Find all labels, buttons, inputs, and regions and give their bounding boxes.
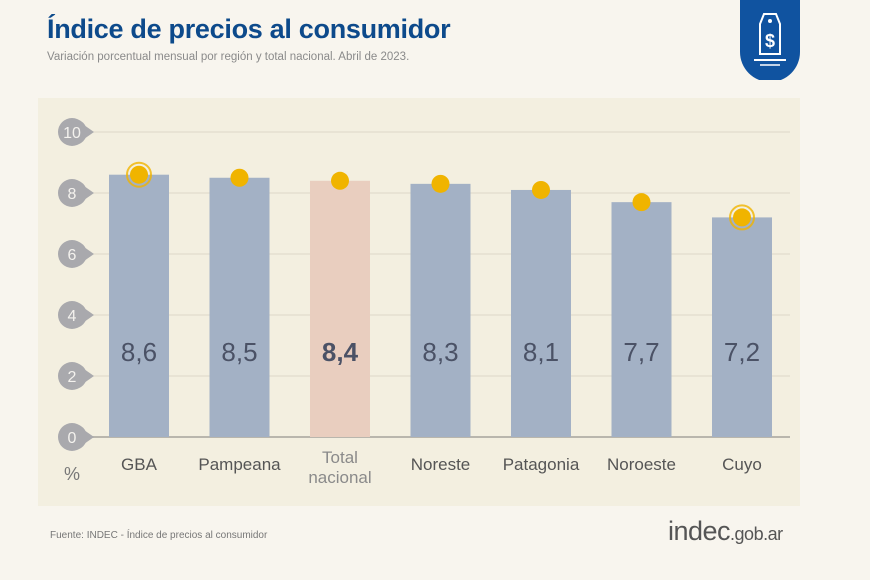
x-tick-label: Patagonia <box>503 455 580 474</box>
price-tag-dollar-icon: $ <box>740 0 800 80</box>
dot-ring <box>729 204 755 231</box>
bar-noreste <box>410 183 471 437</box>
y-tick-pointer <box>84 247 94 261</box>
source-note: Fuente: INDEC - Índice de precios al con… <box>50 530 268 541</box>
y-tick-label: 4 <box>68 308 77 325</box>
value-dot <box>431 174 450 193</box>
y-axis-label: % <box>64 464 80 484</box>
bar-gba <box>109 174 169 437</box>
x-tick-label: Total <box>322 448 358 467</box>
value-dot <box>632 193 651 212</box>
y-tick-label: 6 <box>68 247 77 264</box>
value-dot <box>532 180 550 199</box>
x-tick-label: Noreste <box>411 455 471 474</box>
x-tick-label: GBA <box>121 455 158 474</box>
page-title: Índice de precios al consumidor <box>47 14 451 44</box>
y-tick-bubble <box>61 302 87 328</box>
y-tick-pointer <box>84 125 94 139</box>
bar-cuyo <box>712 217 772 437</box>
dot-ring <box>126 161 152 188</box>
y-tick-bubble <box>61 363 87 389</box>
x-tick-label: Noroeste <box>607 455 676 474</box>
y-tick-label: 10 <box>63 125 81 142</box>
data-label: 8,4 <box>322 337 359 367</box>
y-tick-label: 8 <box>68 186 77 203</box>
data-label: 8,3 <box>422 337 458 367</box>
y-tick-bubble <box>61 424 87 450</box>
y-tick-bubble <box>61 241 87 267</box>
data-label: 8,6 <box>121 337 157 367</box>
y-tick-pointer <box>84 308 94 322</box>
y-tick-bubble <box>61 180 87 206</box>
data-label: 8,5 <box>221 337 257 367</box>
y-tick-bubble <box>61 119 87 145</box>
x-tick-label: Pampeana <box>198 455 281 474</box>
data-label: 7,2 <box>724 337 760 367</box>
data-label: 7,7 <box>623 337 659 367</box>
bar-pampeana <box>209 177 270 437</box>
y-tick-pointer <box>84 430 94 444</box>
x-tick-label: nacional <box>308 468 371 487</box>
y-tick-label: 2 <box>68 369 77 386</box>
y-tick-pointer <box>84 369 94 383</box>
value-dot <box>130 165 148 184</box>
svg-text:$: $ <box>765 31 775 51</box>
data-label: 8,1 <box>523 337 559 367</box>
indec-logo: indec.gob.ar <box>668 516 783 546</box>
y-tick-label: 0 <box>68 430 77 447</box>
bar-patagonia <box>511 189 571 437</box>
page-subtitle: Variación porcentual mensual por región … <box>47 51 410 63</box>
value-dot <box>230 168 249 187</box>
value-dot <box>733 208 751 227</box>
x-tick-label: Cuyo <box>722 455 762 474</box>
bar-noroeste <box>611 202 672 437</box>
value-dot <box>331 171 349 190</box>
bar-total-nacional <box>310 180 370 438</box>
y-tick-pointer <box>84 186 94 200</box>
